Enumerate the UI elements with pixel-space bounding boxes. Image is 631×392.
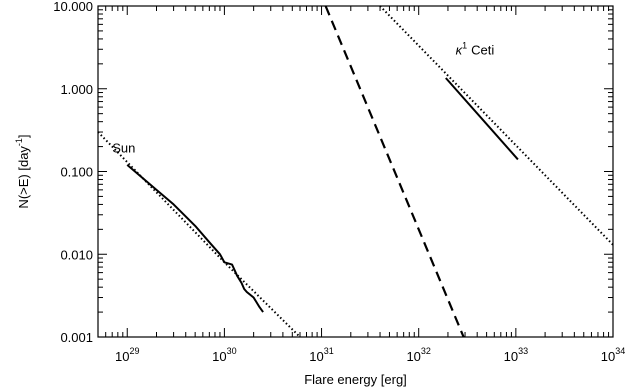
y-axis-title-sup: -1 (14, 138, 24, 146)
x-tick-label: 1033 (504, 346, 528, 364)
series-line-3 (324, 5, 465, 338)
y-axis-title: N(>E) [day-1] (14, 134, 31, 208)
y-tick-label: 1.000 (60, 82, 93, 97)
x-tick-label: 1032 (406, 346, 430, 364)
tick-labels-layer: 1029 1030 1031 1032 1033 1034 10.000 1.000 0.100… (53, 0, 625, 364)
y-axis-title-main: N(>E) [day (16, 146, 31, 209)
y-axis-title-suffix: ] (16, 134, 31, 138)
annotation-label-1: Sun (112, 140, 135, 155)
plot-frame (97, 5, 614, 338)
ticks-layer (98, 5, 614, 338)
series-line-5 (445, 77, 519, 161)
x-tick-label: 1034 (601, 346, 625, 364)
x-axis-title: Flare energy [erg] (304, 372, 407, 387)
series-line-4 (379, 5, 614, 246)
y-tick-label: 0.100 (60, 165, 93, 180)
annotation-label-2: κ1 Ceti (456, 40, 495, 57)
x-tick-label: 1030 (212, 346, 236, 364)
y-tick-label: 10.000 (53, 0, 93, 14)
y-tick-label: 0.001 (60, 330, 93, 345)
series-line-2 (126, 164, 264, 313)
y-tick-label: 0.010 (60, 247, 93, 262)
x-tick-label: 1029 (115, 346, 139, 364)
series-layer (97, 5, 614, 338)
x-tick-label: 1031 (309, 346, 333, 364)
series-line-1 (97, 131, 301, 338)
annotation-layer: Sun κ1 Ceti (112, 40, 494, 155)
